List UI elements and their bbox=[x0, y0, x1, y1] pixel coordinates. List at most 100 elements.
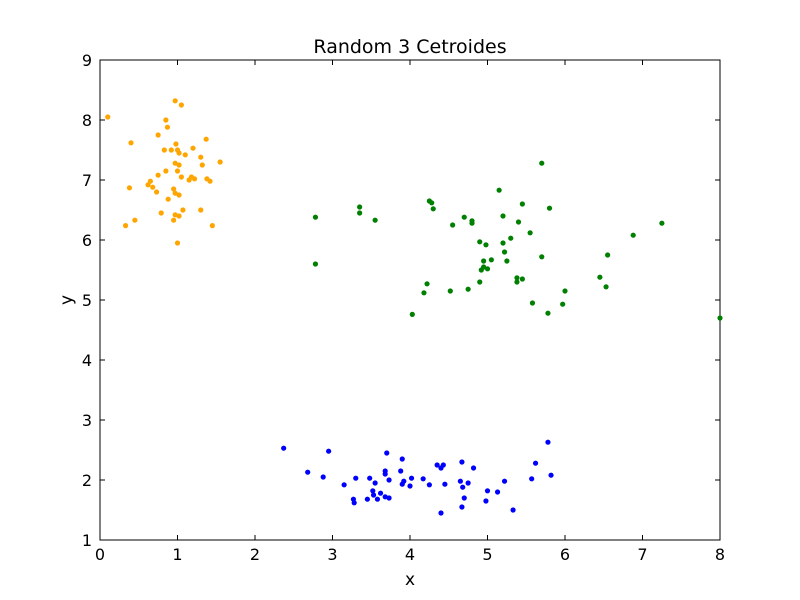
scatter-point bbox=[122, 223, 129, 229]
scatter-point bbox=[326, 448, 332, 454]
scatter-point bbox=[399, 456, 405, 462]
scatter-point bbox=[438, 510, 444, 516]
scatter-point bbox=[603, 284, 609, 290]
x-tick-label: 1 bbox=[172, 545, 182, 564]
scatter-point bbox=[165, 196, 171, 202]
scatter-point bbox=[500, 213, 506, 219]
scatter-point bbox=[357, 204, 363, 210]
scatter-point bbox=[545, 439, 551, 445]
scatter-point bbox=[126, 185, 133, 191]
scatter-point bbox=[539, 160, 545, 166]
scatter-point bbox=[527, 230, 533, 236]
x-tick-label: 5 bbox=[482, 545, 492, 564]
scatter-point bbox=[176, 162, 182, 168]
scatter-point bbox=[630, 232, 636, 238]
scatter-point bbox=[351, 500, 357, 506]
scatter-point bbox=[515, 219, 522, 225]
scatter-point bbox=[178, 174, 184, 180]
scatter-point bbox=[186, 177, 192, 183]
scatter-point bbox=[483, 498, 489, 504]
scatter-point bbox=[508, 235, 514, 241]
scatter-point bbox=[501, 478, 508, 484]
scatter-point bbox=[465, 286, 471, 292]
scatter-point bbox=[469, 220, 475, 226]
y-tick-label: 2 bbox=[82, 471, 92, 490]
scatter-point bbox=[500, 240, 506, 246]
scatter-point bbox=[198, 207, 204, 213]
scatter-point bbox=[407, 483, 413, 489]
scatter-point bbox=[374, 496, 381, 502]
scatter-point bbox=[203, 136, 209, 142]
scatter-point bbox=[199, 162, 205, 168]
scatter-point bbox=[209, 223, 215, 229]
scatter-point bbox=[171, 217, 177, 223]
scatter-point bbox=[545, 310, 551, 316]
scatter-point bbox=[514, 279, 520, 285]
scatter-point bbox=[178, 102, 184, 108]
scatter-point bbox=[442, 481, 448, 487]
scatter-point bbox=[364, 496, 370, 502]
scatter-point bbox=[430, 206, 436, 212]
scatter-point bbox=[353, 475, 359, 481]
scatter-point bbox=[217, 159, 223, 165]
scatter-point bbox=[548, 472, 554, 478]
scatter-point bbox=[477, 279, 483, 285]
scatter-point bbox=[459, 504, 465, 510]
scatter-point bbox=[173, 141, 179, 147]
scatter-point bbox=[496, 187, 502, 193]
scatter-point bbox=[171, 186, 177, 192]
data-points bbox=[105, 98, 723, 516]
scatter-point bbox=[484, 266, 491, 272]
scatter-point bbox=[382, 471, 388, 477]
scatter-point bbox=[174, 240, 181, 246]
scatter-point bbox=[158, 210, 164, 216]
scatter-point bbox=[128, 140, 134, 146]
scatter-point bbox=[519, 276, 525, 282]
y-axis-label: y bbox=[57, 295, 77, 305]
scatter-point bbox=[481, 258, 487, 264]
scatter-point bbox=[198, 154, 204, 160]
scatter-point bbox=[408, 475, 415, 481]
y-tick-label: 6 bbox=[82, 231, 92, 250]
scatter-point bbox=[172, 190, 178, 196]
chart-title: Random 3 Cetroides bbox=[313, 36, 506, 58]
scatter-point bbox=[161, 147, 167, 153]
y-tick-label: 8 bbox=[82, 111, 92, 130]
scatter-point bbox=[386, 477, 392, 483]
scatter-point bbox=[207, 178, 213, 184]
scatter-point bbox=[370, 492, 377, 498]
scatter-point bbox=[281, 445, 287, 451]
scatter-point bbox=[421, 290, 427, 296]
scatter-point bbox=[562, 288, 568, 294]
scatter-point bbox=[372, 217, 378, 223]
scatter-point bbox=[168, 147, 174, 153]
scatter-point bbox=[426, 482, 432, 488]
scatter-point bbox=[312, 261, 319, 267]
scatter-point bbox=[429, 200, 435, 206]
scatter-point bbox=[597, 274, 603, 280]
x-tick-label: 6 bbox=[560, 545, 570, 564]
scatter-point bbox=[409, 311, 415, 317]
scatter-point bbox=[447, 288, 453, 294]
scatter-point bbox=[494, 489, 501, 495]
scatter-point bbox=[459, 459, 465, 465]
scatter-point bbox=[155, 172, 161, 178]
scatter-point bbox=[172, 98, 178, 104]
scatter-point bbox=[176, 192, 182, 198]
scatter-point bbox=[163, 117, 169, 123]
scatter-point bbox=[519, 201, 525, 207]
scatter-point bbox=[191, 176, 198, 182]
scatter-point bbox=[510, 507, 516, 513]
scatter-point bbox=[341, 482, 347, 488]
scatter-point bbox=[424, 281, 430, 287]
scatter-point bbox=[145, 182, 151, 188]
scatter-point bbox=[176, 150, 182, 156]
scatter-point bbox=[532, 460, 539, 466]
scatter-point bbox=[150, 184, 156, 190]
scatter-point bbox=[450, 222, 456, 228]
y-tick-label: 7 bbox=[82, 171, 92, 190]
scatter-point bbox=[434, 462, 440, 468]
x-tick-label: 2 bbox=[250, 545, 260, 564]
x-tick-label: 7 bbox=[637, 545, 647, 564]
scatter-point bbox=[182, 152, 188, 158]
